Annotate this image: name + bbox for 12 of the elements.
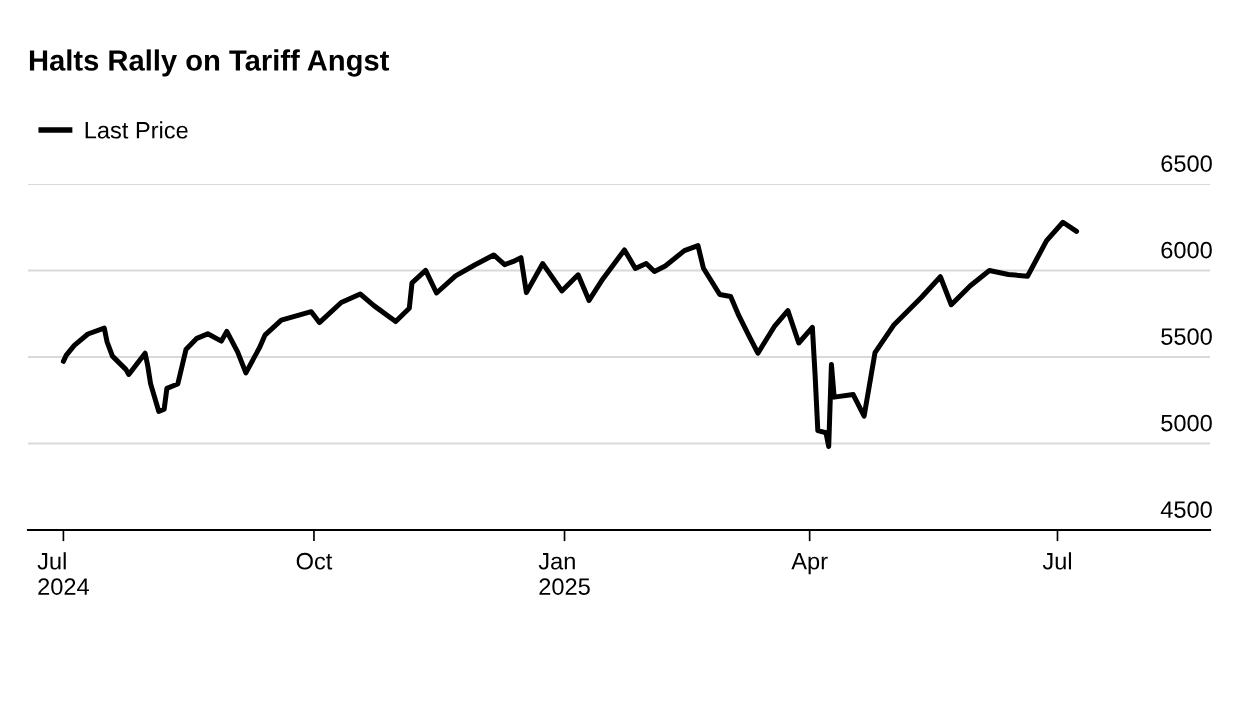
x-tick-label: Jan 2025 bbox=[538, 553, 590, 595]
x-tick-label: Jul 2024 bbox=[37, 552, 89, 595]
x-tick-label: Oct bbox=[296, 552, 333, 570]
y-tick-label: 5000 bbox=[1161, 414, 1212, 432]
x-tick-label: Apr bbox=[791, 553, 828, 575]
chart-title: Halts Rally on Tariff Angst bbox=[29, 49, 390, 77]
y-tick-label: 4500 bbox=[1160, 501, 1212, 518]
y-tick-label: 6500 bbox=[1161, 155, 1212, 172]
y-tick-label: 5500 bbox=[1161, 328, 1212, 345]
legend-label: Last Price bbox=[85, 121, 188, 139]
x-tick-label: Jul bbox=[1042, 552, 1071, 570]
y-tick-label: 6000 bbox=[1161, 241, 1212, 259]
